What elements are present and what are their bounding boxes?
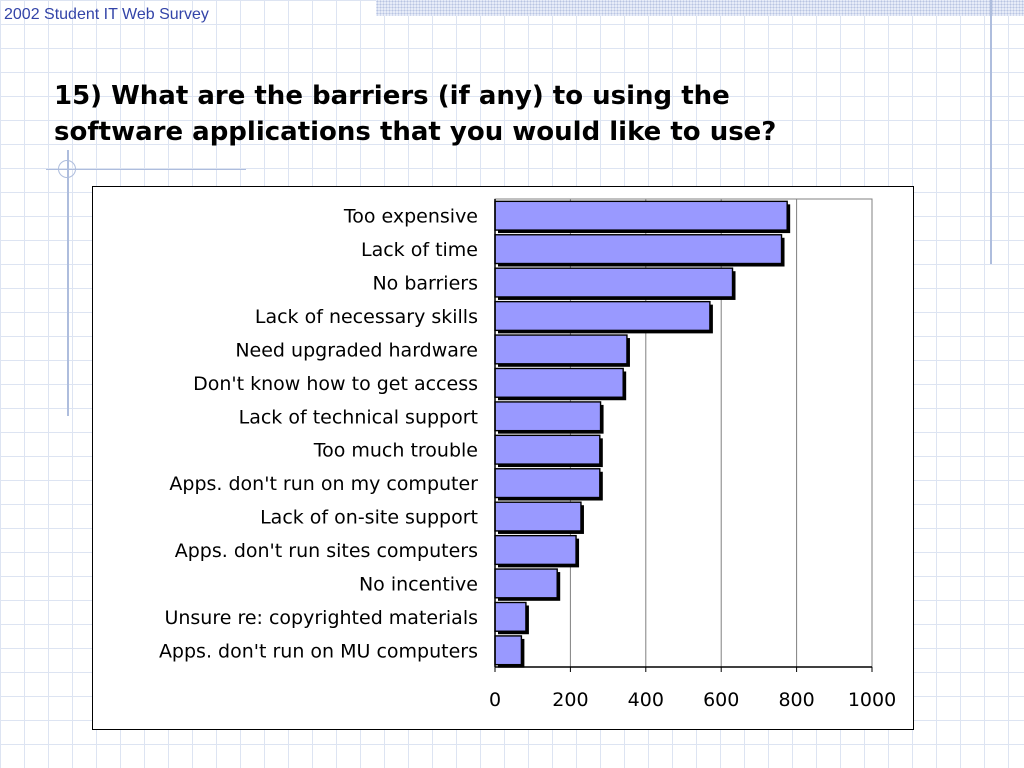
bar [494,334,628,365]
decorative-vertical-line [990,0,992,264]
x-tick-label: 200 [552,689,588,711]
x-tick-label: 400 [628,689,664,711]
bar [494,367,624,398]
category-label: Unsure re: copyrighted materials [164,607,478,629]
x-tick-label: 600 [703,689,739,711]
decorative-circle [58,160,76,178]
bar [494,534,577,566]
bar [494,434,601,465]
category-label: No barriers [372,273,478,295]
bar [494,468,601,499]
bar-chart: 0 200 400 600 800 1000 Too expensive Lack of ti… [159,198,896,711]
category-label: No incentive [359,573,478,595]
header-pattern-band [376,0,1024,16]
bar [494,300,711,332]
category-label: Apps. don't run on MU computers [159,640,478,662]
category-label: Lack of time [361,239,478,261]
decorative-vertical-line [67,150,69,416]
category-label: Apps. don't run sites computers [175,540,478,562]
bar [494,200,788,231]
bar [494,401,602,432]
category-label: Don't know how to get access [193,373,478,395]
category-label: Too much trouble [313,440,478,462]
category-label: Lack of technical support [239,406,478,428]
bar [494,501,582,532]
slide-question: 15) What are the barriers (if any) to us… [54,78,954,150]
survey-title: 2002 Student IT Web Survey [4,6,209,23]
category-label: Lack of on-site support [260,507,478,529]
chart-frame: 0 200 400 600 800 1000 Too expensive Lack of ti… [92,186,914,730]
bar [494,601,527,632]
question-line-2: software applications that you would lik… [54,117,777,147]
bar [494,234,783,265]
bar [494,635,523,666]
x-tick-label: 1000 [848,689,896,711]
category-label: Lack of necessary skills [255,306,478,328]
bar [494,267,734,298]
x-tick-label: 800 [778,689,814,711]
category-label: Apps. don't run on my computer [169,473,478,495]
title-underline [46,169,246,170]
category-label: Too expensive [343,206,478,228]
category-label: Need upgraded hardware [235,339,478,361]
question-line-1: 15) What are the barriers (if any) to us… [54,81,730,111]
bar [494,568,558,599]
x-tick-label: 0 [489,689,501,711]
